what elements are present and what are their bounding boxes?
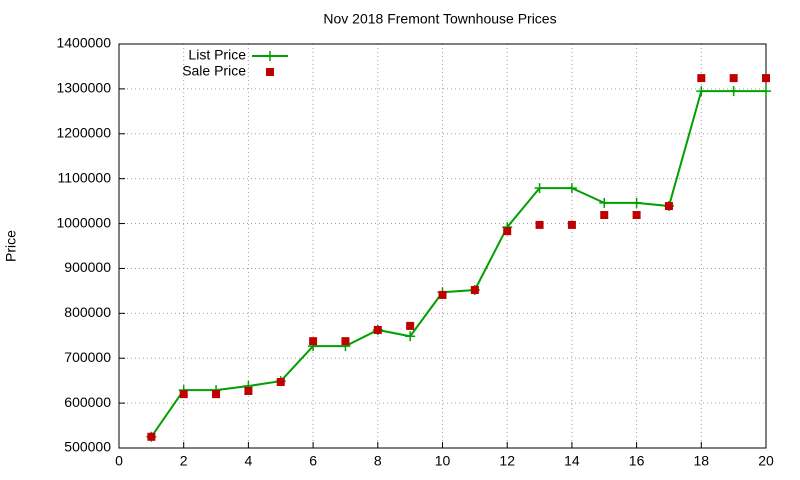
x-tick-label: 10	[435, 453, 451, 469]
x-tick-label: 8	[374, 453, 382, 469]
point-marker	[696, 86, 707, 97]
legend-marker	[266, 68, 274, 76]
y-tick-label: 800000	[64, 304, 111, 320]
legend-label: List Price	[188, 47, 246, 63]
point-marker	[406, 321, 415, 330]
x-tick-label: 6	[309, 453, 317, 469]
point-marker	[147, 432, 156, 441]
point-marker	[470, 285, 479, 294]
y-tick-label: 1300000	[56, 80, 111, 96]
x-tick-label: 2	[180, 453, 188, 469]
x-tick-label: 20	[758, 453, 774, 469]
point-marker	[600, 211, 609, 220]
point-marker	[438, 290, 447, 299]
x-tick-label: 14	[564, 453, 580, 469]
y-tick-label: 700000	[64, 349, 111, 365]
point-marker	[179, 390, 188, 399]
point-marker	[697, 74, 706, 83]
legend-label: Sale Price	[182, 63, 246, 79]
x-tick-label: 0	[115, 453, 123, 469]
point-marker	[212, 390, 221, 399]
point-marker	[309, 337, 318, 346]
point-marker	[664, 202, 673, 211]
x-tick-label: 4	[245, 453, 253, 469]
y-tick-label: 1400000	[56, 35, 111, 51]
point-marker	[535, 220, 544, 229]
y-tick-label: 1200000	[56, 124, 111, 140]
x-tick-label: 18	[694, 453, 710, 469]
point-marker	[244, 386, 253, 395]
y-tick-label: 900000	[64, 259, 111, 275]
point-marker	[341, 337, 350, 346]
y-axis-label: Price	[3, 230, 19, 262]
point-marker	[632, 211, 641, 220]
point-marker	[728, 86, 739, 97]
point-marker	[762, 74, 770, 83]
y-tick-label: 1100000	[58, 169, 112, 185]
point-marker	[276, 378, 285, 387]
x-tick-label: 16	[629, 453, 645, 469]
series-line	[150, 90, 766, 438]
legend-marker	[265, 51, 275, 61]
point-marker	[761, 86, 771, 97]
point-marker	[503, 227, 512, 236]
point-marker	[567, 220, 576, 229]
point-marker	[566, 183, 577, 194]
point-marker	[631, 197, 642, 208]
point-marker	[405, 331, 416, 342]
point-marker	[373, 325, 382, 334]
y-tick-label: 1000000	[56, 214, 111, 230]
chart-title: Nov 2018 Fremont Townhouse Prices	[323, 11, 556, 27]
point-marker	[599, 197, 610, 208]
point-marker	[534, 183, 545, 194]
point-marker	[729, 74, 738, 83]
y-tick-label: 600000	[64, 394, 111, 410]
x-tick-label: 12	[499, 453, 515, 469]
y-tick-label: 500000	[64, 439, 111, 455]
plot-frame	[118, 43, 767, 449]
